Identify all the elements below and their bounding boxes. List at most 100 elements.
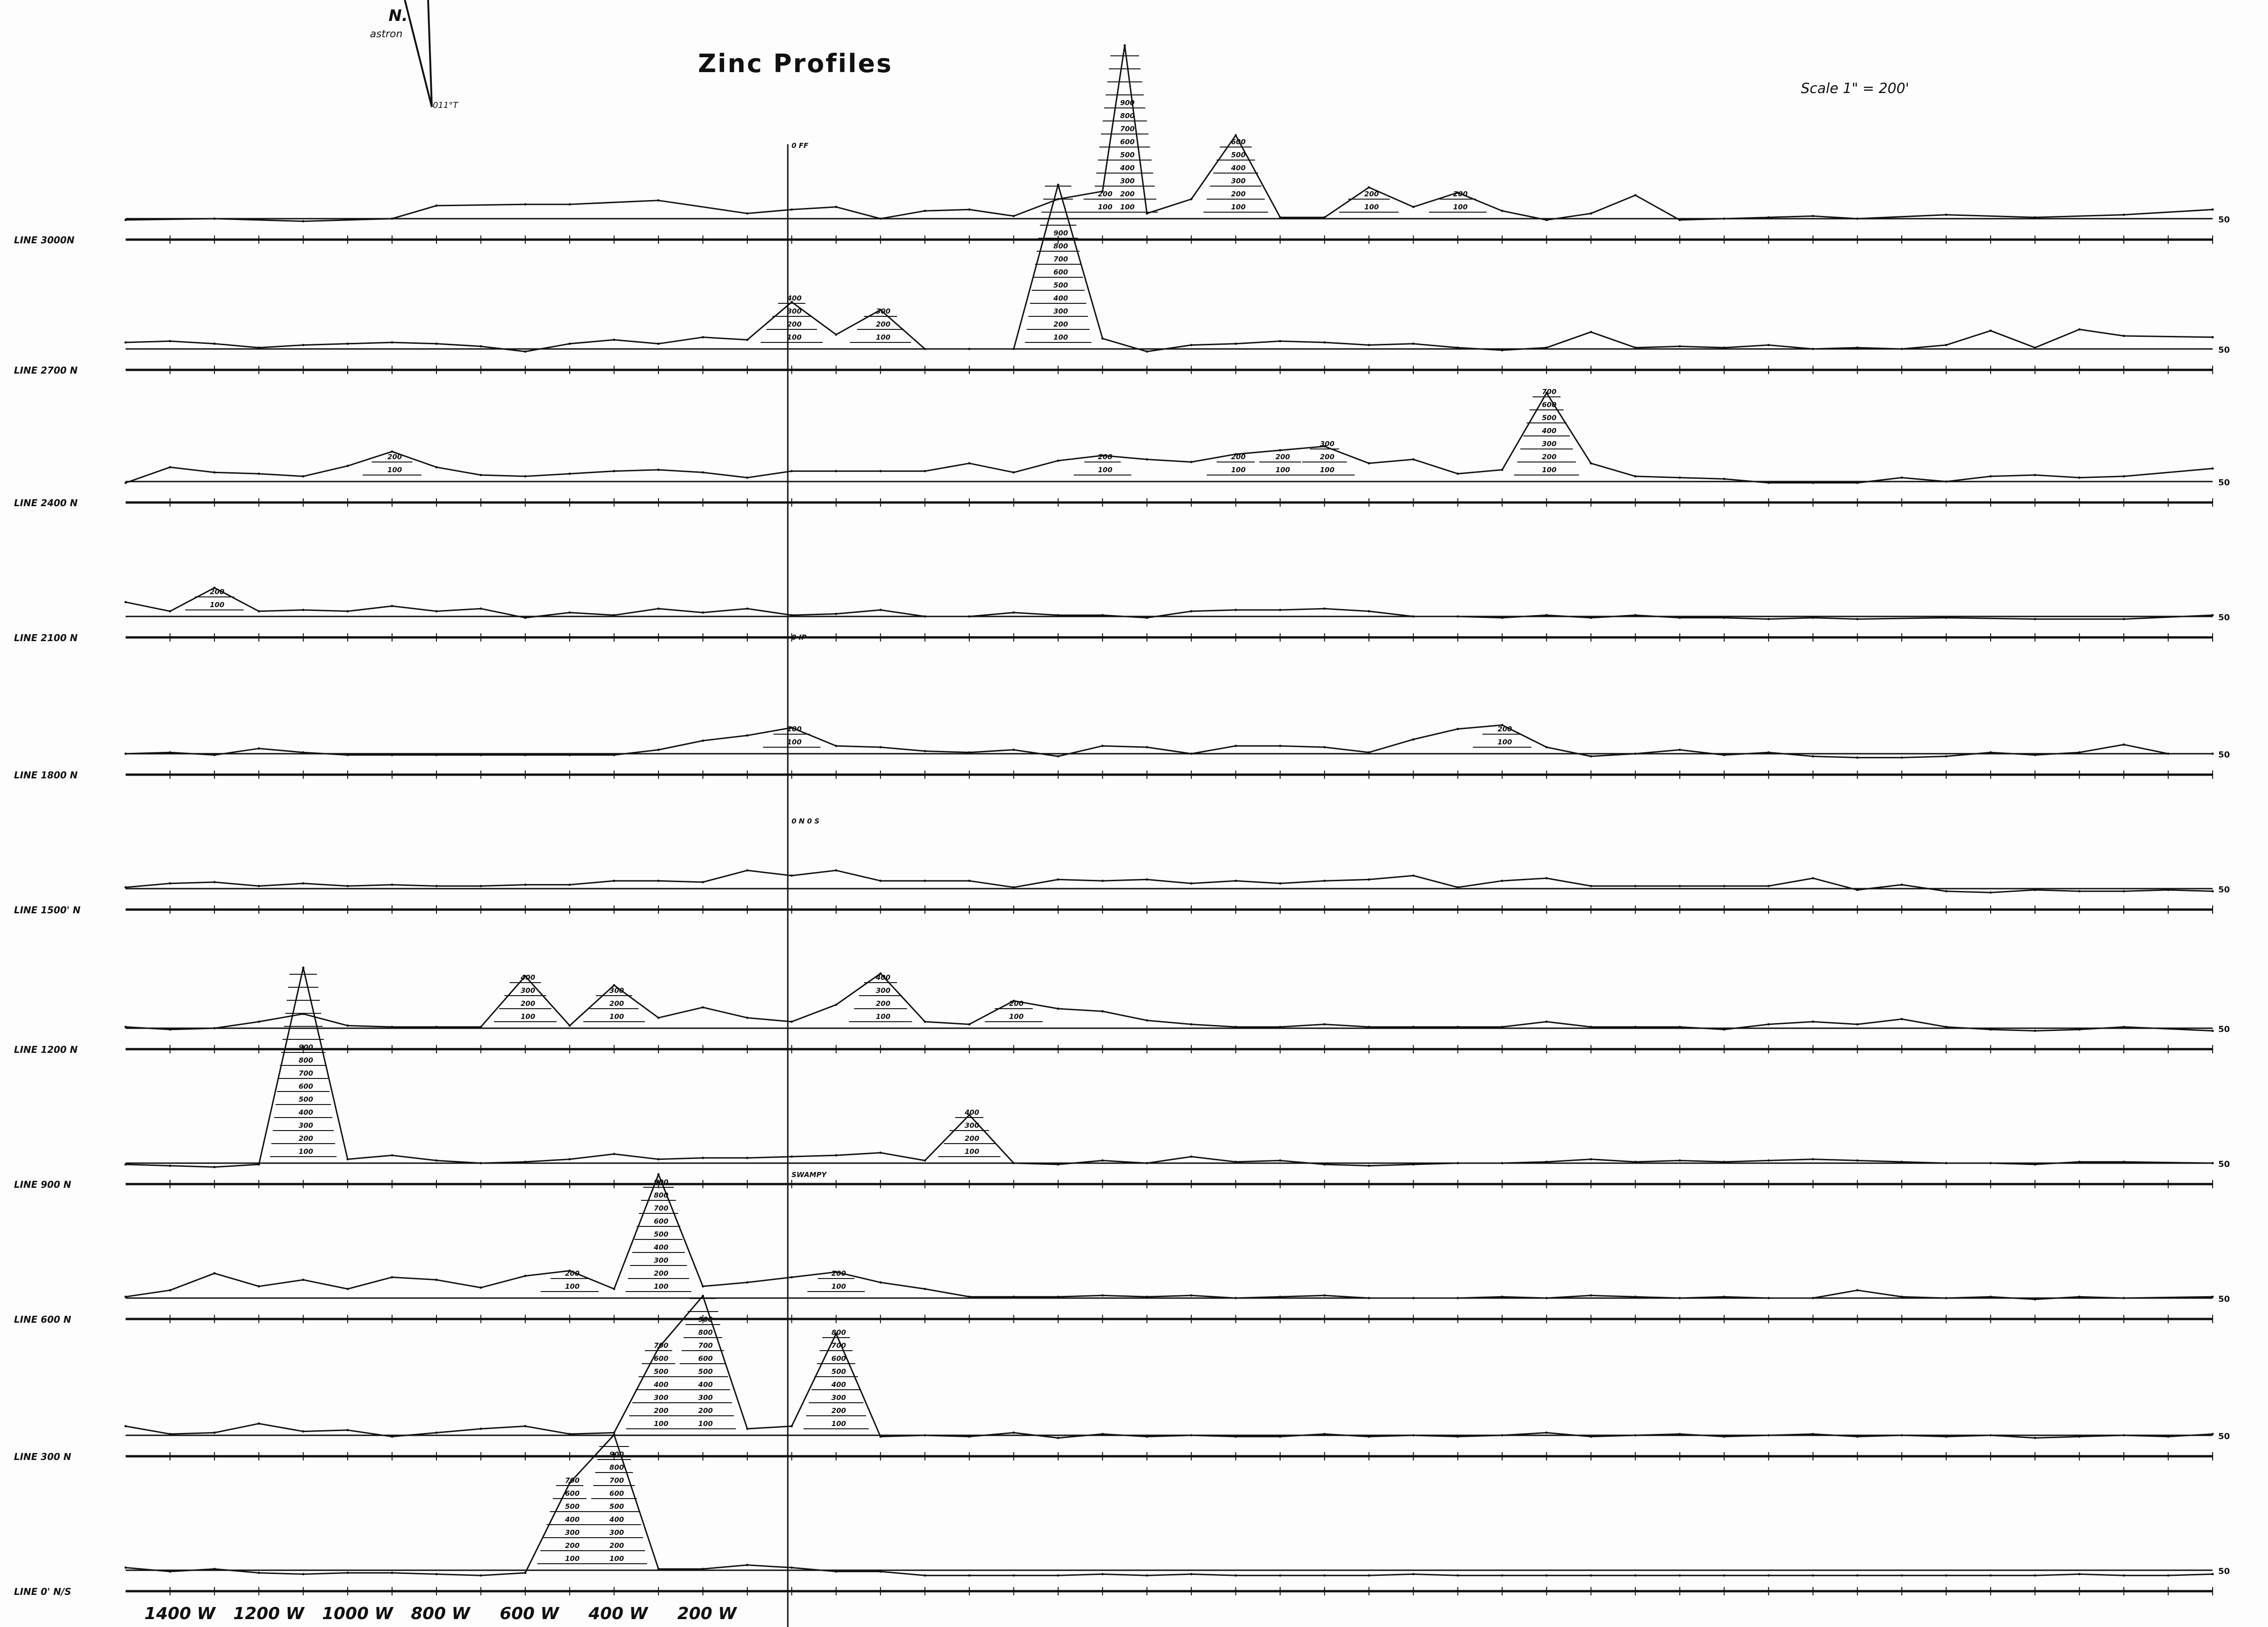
data-point — [1989, 891, 1992, 894]
data-point — [1456, 191, 1459, 194]
chart-title: Zinc Profiles — [698, 49, 893, 78]
line-label: LINE 600 N — [14, 1314, 71, 1325]
data-point — [302, 1573, 305, 1575]
data-point — [1235, 1574, 1237, 1577]
contour-label: 100 — [1098, 466, 1112, 474]
data-point — [2078, 328, 2081, 331]
data-point — [1590, 1158, 1592, 1161]
data-point — [1723, 346, 1725, 349]
data-point — [1146, 350, 1148, 353]
data-point — [346, 1287, 349, 1290]
data-point — [1323, 746, 1326, 749]
contour-label: 200 — [876, 999, 890, 1008]
data-point — [1101, 744, 1104, 747]
data-point — [2033, 754, 2036, 757]
data-point — [613, 338, 616, 341]
data-point — [257, 1422, 260, 1425]
data-point — [1856, 1289, 1859, 1292]
x-tick-label: 800 W — [411, 1604, 471, 1623]
data-point — [568, 754, 571, 757]
data-point — [879, 972, 882, 975]
data-point — [879, 308, 882, 311]
right-label: 50 — [2218, 1294, 2230, 1304]
data-point — [1590, 616, 1592, 619]
data-point — [657, 1173, 660, 1176]
data-point — [1501, 1574, 1503, 1577]
data-point — [1323, 341, 1326, 344]
data-point — [924, 1020, 926, 1023]
contour-label: 100 — [1453, 203, 1468, 211]
data-point — [1101, 614, 1104, 616]
contour-label: 400 — [1231, 164, 1246, 172]
data-point — [257, 1572, 260, 1574]
contour-label: 600 — [1542, 401, 1557, 409]
data-point — [524, 1425, 527, 1427]
contour-label: 500 — [832, 1367, 846, 1376]
data-point — [1590, 212, 1592, 215]
data-point — [1678, 1574, 1681, 1577]
contour-label: 300 — [698, 1393, 713, 1402]
data-point — [2122, 1025, 2125, 1028]
data-point — [213, 471, 216, 474]
data-point — [1235, 1435, 1237, 1438]
data-point — [1501, 1162, 1503, 1165]
data-point — [1057, 878, 1060, 881]
data-point — [1412, 1434, 1415, 1437]
data-point — [1678, 476, 1681, 479]
line-label: LINE 0' N/S — [14, 1586, 71, 1597]
data-point — [1190, 344, 1193, 347]
contour-label: 500 — [1542, 414, 1557, 422]
data-point — [302, 344, 305, 347]
data-point — [479, 1574, 482, 1577]
data-point — [1368, 878, 1370, 881]
data-point — [391, 1025, 394, 1028]
data-point — [346, 464, 349, 467]
data-point — [1146, 1435, 1148, 1438]
data-point — [1123, 44, 1126, 47]
data-point — [479, 1162, 482, 1165]
data-point — [879, 879, 882, 882]
data-point — [835, 333, 838, 336]
contour-label: 100 — [1231, 466, 1246, 474]
data-point — [1101, 1010, 1104, 1013]
data-point — [2122, 335, 2125, 337]
data-point — [657, 342, 660, 345]
contour-label: 300 — [299, 1121, 313, 1130]
data-point — [1767, 618, 1770, 621]
contour-label: 100 — [787, 333, 801, 341]
data-point — [568, 1158, 571, 1161]
contour-label: 200 — [787, 725, 801, 733]
data-point — [391, 1572, 394, 1574]
contour-label: 100 — [388, 466, 402, 474]
data-point — [435, 342, 438, 345]
line-label: LINE 1200 N — [14, 1044, 78, 1055]
data-point — [124, 752, 127, 755]
data-point — [2211, 1030, 2214, 1032]
line-label: LINE 300 N — [14, 1451, 71, 1462]
contour-label: 300 — [876, 986, 890, 995]
data-point — [524, 1572, 527, 1574]
contour-label: 800 — [610, 1463, 624, 1472]
data-point — [1279, 1435, 1282, 1438]
data-point — [2211, 890, 2214, 893]
line-label: LINE 1500' N — [14, 904, 81, 916]
right-label: 50 — [2218, 1567, 2230, 1576]
data-point — [1678, 345, 1681, 348]
data-point — [968, 1113, 971, 1116]
contour-label: 100 — [1497, 738, 1512, 746]
data-point — [1900, 1434, 1903, 1437]
data-point — [524, 1274, 527, 1277]
data-point — [2078, 476, 2081, 479]
contour-label: 800 — [1120, 112, 1134, 120]
contour-label: 200 — [1497, 725, 1512, 733]
data-point — [790, 470, 793, 473]
data-point — [435, 204, 438, 207]
data-point — [1900, 348, 1903, 350]
profile-10: LINE 300 N 50 100 200 300 400 500 600 700 100 200 3… — [14, 1294, 2230, 1462]
data-point — [124, 219, 127, 221]
data-point — [613, 1152, 616, 1155]
data-point — [213, 881, 216, 884]
data-point — [1279, 1295, 1282, 1298]
right-label: 50 — [2218, 1024, 2230, 1034]
